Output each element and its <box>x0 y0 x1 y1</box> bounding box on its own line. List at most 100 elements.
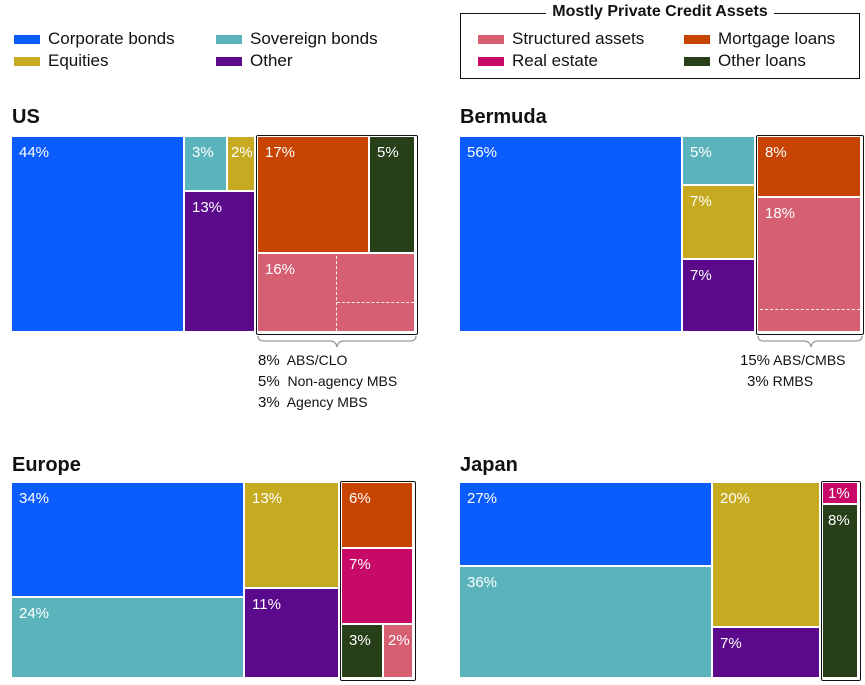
tile-bermuda-other: 7% <box>683 260 756 333</box>
tile-label: 2% <box>231 144 253 161</box>
tile-label: 1% <box>828 485 850 502</box>
tile-label: 6% <box>349 490 371 507</box>
tile-europe-sovereign-bonds: 24% <box>12 598 245 679</box>
tile-us-equities: 2% <box>228 137 256 192</box>
tile-japan-real-estate: 1% <box>823 483 859 505</box>
tile-label: 7% <box>690 193 712 210</box>
legend-swatch <box>684 34 710 44</box>
tile-europe-other-loans: 3% <box>342 625 384 679</box>
tile-label: 44% <box>19 144 50 161</box>
legend-swatch <box>14 56 40 66</box>
breakdown-row: 15% ABS/CMBS <box>740 352 846 369</box>
tile-japan-other-loans: 8% <box>823 505 859 679</box>
legend-swatch <box>478 56 504 66</box>
us-structured-brace <box>257 335 417 348</box>
breakdown-row: 3% Agency MBS <box>258 394 368 411</box>
tile-japan-equities: 20% <box>713 483 821 628</box>
us-private-credit-frame <box>256 135 418 335</box>
tile-label: 13% <box>252 490 283 507</box>
tile-label: 3% <box>192 144 214 161</box>
tile-us-corporate-bonds: 44% <box>12 137 185 333</box>
legend-label: Sovereign bonds <box>250 29 378 48</box>
panel-title-europe: Europe <box>12 454 81 476</box>
private-credit-legend-box: Mostly Private Credit Assets <box>460 3 860 79</box>
legend-label: Other <box>250 51 293 70</box>
tile-bermuda-equities: 7% <box>683 186 756 260</box>
tile-bermuda-mortgage-loans: 8% <box>758 137 862 198</box>
tile-japan-sovereign-bonds: 36% <box>460 567 713 679</box>
tile-label: 7% <box>349 556 371 573</box>
tile-japan-corporate-bonds: 27% <box>460 483 713 567</box>
tile-label: 8% <box>828 512 850 529</box>
europe-private-credit-frame <box>340 481 416 681</box>
legend-swatch <box>478 34 504 44</box>
tile-europe-real-estate: 7% <box>342 549 414 625</box>
private-credit-legend-title: Mostly Private Credit Assets <box>461 3 859 21</box>
tile-label: 36% <box>467 574 498 591</box>
us-structured-split-horizontal <box>337 302 414 303</box>
tile-label: 17% <box>265 144 296 161</box>
tile-us-other-loans: 5% <box>370 137 416 254</box>
legend-swatch <box>216 56 242 66</box>
breakdown-row: 5% Non-agency MBS <box>258 373 398 390</box>
tile-label: 24% <box>19 605 50 622</box>
tile-label: 7% <box>720 635 742 652</box>
tile-label: 5% <box>690 144 712 161</box>
legend-swatch <box>684 56 710 66</box>
tile-label: 2% <box>388 632 410 649</box>
us-structured-split-vertical <box>336 256 337 331</box>
bermuda-structured-split-horizontal <box>760 309 860 310</box>
legend-other-loans: Other loans <box>684 51 806 71</box>
tile-us-mortgage-loans: 17% <box>258 137 370 254</box>
legend-sovereign-bonds: Sovereign bonds <box>216 29 378 49</box>
tile-label: 7% <box>690 267 712 284</box>
bermuda-structured-breakdown: 15% ABS/CMBS 3% RMBS <box>740 350 846 392</box>
legend-other: Other <box>216 51 293 71</box>
tile-label: 13% <box>192 199 223 216</box>
tile-label: 8% <box>765 144 787 161</box>
legend-label: Corporate bonds <box>48 29 175 48</box>
legend-label: Other loans <box>718 51 806 70</box>
tile-us-structured-assets: 16% <box>258 254 416 333</box>
legend-equities: Equities <box>14 51 108 71</box>
breakdown-row: 8% ABS/CLO <box>258 352 348 369</box>
tile-bermuda-structured-assets: 18% <box>758 198 862 333</box>
legend-corporate-bonds: Corporate bonds <box>14 29 175 49</box>
tile-europe-other: 11% <box>245 589 340 679</box>
tile-label: 11% <box>252 596 281 613</box>
legend-real-estate: Real estate <box>478 51 598 71</box>
breakdown-row: 3% RMBS <box>747 373 814 390</box>
japan-private-credit-frame <box>821 481 861 681</box>
legend-swatch <box>216 34 242 44</box>
legend-label: Equities <box>48 51 109 70</box>
tile-japan-other: 7% <box>713 628 821 679</box>
legend-mortgage-loans: Mortgage loans <box>684 29 835 49</box>
tile-label: 34% <box>19 490 50 507</box>
tile-label: 18% <box>765 205 796 222</box>
tile-label: 16% <box>265 261 296 278</box>
tile-europe-corporate-bonds: 34% <box>12 483 245 598</box>
tile-us-sovereign-bonds: 3% <box>185 137 228 192</box>
tile-us-other: 13% <box>185 192 256 333</box>
tile-label: 3% <box>349 632 371 649</box>
tile-label: 5% <box>377 144 399 161</box>
tile-europe-structured-assets: 2% <box>384 625 414 679</box>
tile-bermuda-corporate-bonds: 56% <box>460 137 683 333</box>
panel-title-bermuda: Bermuda <box>460 106 547 128</box>
legend-label: Mortgage loans <box>718 29 836 48</box>
tile-europe-mortgage-loans: 6% <box>342 483 414 549</box>
bermuda-structured-brace <box>757 335 863 348</box>
tile-europe-equities: 13% <box>245 483 340 589</box>
legend-label: Real estate <box>512 51 598 70</box>
panel-title-us: US <box>12 106 40 128</box>
bermuda-private-credit-frame <box>756 135 864 335</box>
tile-label: 56% <box>467 144 498 161</box>
tile-bermuda-sovereign-bonds: 5% <box>683 137 756 186</box>
us-structured-breakdown: 8% ABS/CLO 5% Non-agency MBS 3% Agency M… <box>258 350 397 413</box>
tile-label: 27% <box>467 490 498 507</box>
legend-structured-assets: Structured assets <box>478 29 644 49</box>
legend-swatch <box>14 34 40 44</box>
tile-label: 20% <box>720 490 751 507</box>
panel-title-japan: Japan <box>460 454 518 476</box>
legend-label: Structured assets <box>512 29 645 48</box>
